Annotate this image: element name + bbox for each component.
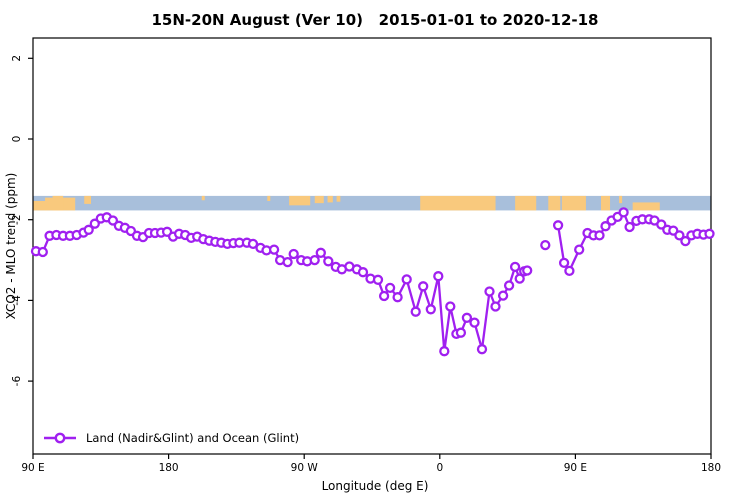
data-point: [455, 327, 467, 338]
map-band-land-patch: [33, 200, 47, 211]
data-point: [503, 280, 515, 291]
data-point: [680, 235, 691, 247]
map-band-land-patch: [52, 195, 64, 211]
data-point: [461, 312, 473, 323]
y-tick-label: -4: [11, 295, 23, 306]
data-point: [594, 230, 605, 241]
data-point: [433, 271, 444, 282]
data-point: [288, 248, 299, 260]
data-point: [552, 220, 564, 231]
x-tick-label: 90 E: [564, 462, 587, 474]
legend-line-marker-icon: [44, 432, 76, 444]
map-band-land-patch: [515, 195, 537, 211]
data-point: [600, 221, 611, 232]
data-point: [522, 265, 533, 276]
data-point: [558, 257, 570, 269]
data-point: [484, 286, 495, 297]
x-tick-label: 0: [436, 462, 443, 474]
map-band-land-patch: [84, 195, 92, 204]
map-band-land-patch: [267, 195, 271, 201]
x-tick-label: 180: [701, 462, 721, 474]
data-point: [497, 290, 509, 301]
data-point: [574, 244, 585, 255]
data-point: [476, 344, 488, 355]
data-point: [490, 301, 501, 312]
data-point: [410, 306, 421, 317]
legend-label: Land (Nadir&Glint) and Ocean (Glint): [86, 431, 300, 445]
data-point: [439, 346, 450, 357]
data-point: [656, 219, 667, 230]
data-point: [514, 273, 525, 284]
map-band-land-patch: [327, 195, 333, 203]
y-tick-label: 2: [11, 55, 23, 62]
map-band-land-patch: [619, 195, 623, 204]
data-point: [392, 292, 403, 303]
chart-title: 15N-20N August (Ver 10) 2015-01-01 to 20…: [151, 11, 599, 29]
map-band-land-patch: [336, 195, 341, 202]
map-band-land-patch: [561, 195, 586, 211]
data-point: [704, 228, 715, 239]
x-tick-label: 90 E: [21, 462, 44, 474]
x-tick-label: 90 W: [291, 462, 319, 474]
y-tick-label: 0: [11, 136, 23, 143]
data-point: [540, 239, 551, 251]
data-point: [372, 274, 384, 285]
data-point: [268, 244, 280, 255]
y-axis-label: XCO2 - MLO trend (ppm): [4, 172, 18, 320]
x-tick-label: 180: [159, 462, 179, 474]
data-point: [357, 267, 369, 278]
data-point: [509, 261, 521, 273]
data-point: [247, 238, 259, 250]
x-axis-label: Longitude (deg E): [321, 479, 429, 493]
data-point: [37, 246, 48, 258]
data-point: [425, 304, 436, 315]
data-point: [418, 281, 429, 292]
data-point: [384, 282, 396, 294]
data-point: [401, 274, 412, 285]
data-point: [282, 256, 293, 268]
data-point: [309, 254, 320, 266]
map-band-land-patch: [314, 195, 324, 204]
map-band-land-patch: [289, 195, 311, 206]
y-tick-label: -2: [11, 214, 23, 224]
plot-box: [32, 37, 712, 455]
data-point: [323, 256, 334, 267]
map-band-land-patch: [601, 195, 611, 211]
map-band-land-patch: [420, 195, 496, 211]
data-point: [107, 215, 119, 226]
data-point: [315, 247, 326, 258]
map-band-land-patch: [632, 202, 660, 211]
data-point: [378, 290, 390, 302]
data-point: [469, 317, 480, 328]
data-point: [564, 265, 575, 277]
data-point: [624, 221, 635, 233]
data-point: [618, 207, 629, 218]
map-band-land-patch: [201, 195, 205, 201]
data-point: [674, 230, 685, 241]
y-tick-label: -6: [11, 376, 23, 387]
data-point: [83, 224, 94, 235]
legend: Land (Nadir&Glint) and Ocean (Glint): [43, 429, 299, 447]
map-band-land-patch: [548, 195, 561, 211]
data-point: [445, 301, 456, 312]
